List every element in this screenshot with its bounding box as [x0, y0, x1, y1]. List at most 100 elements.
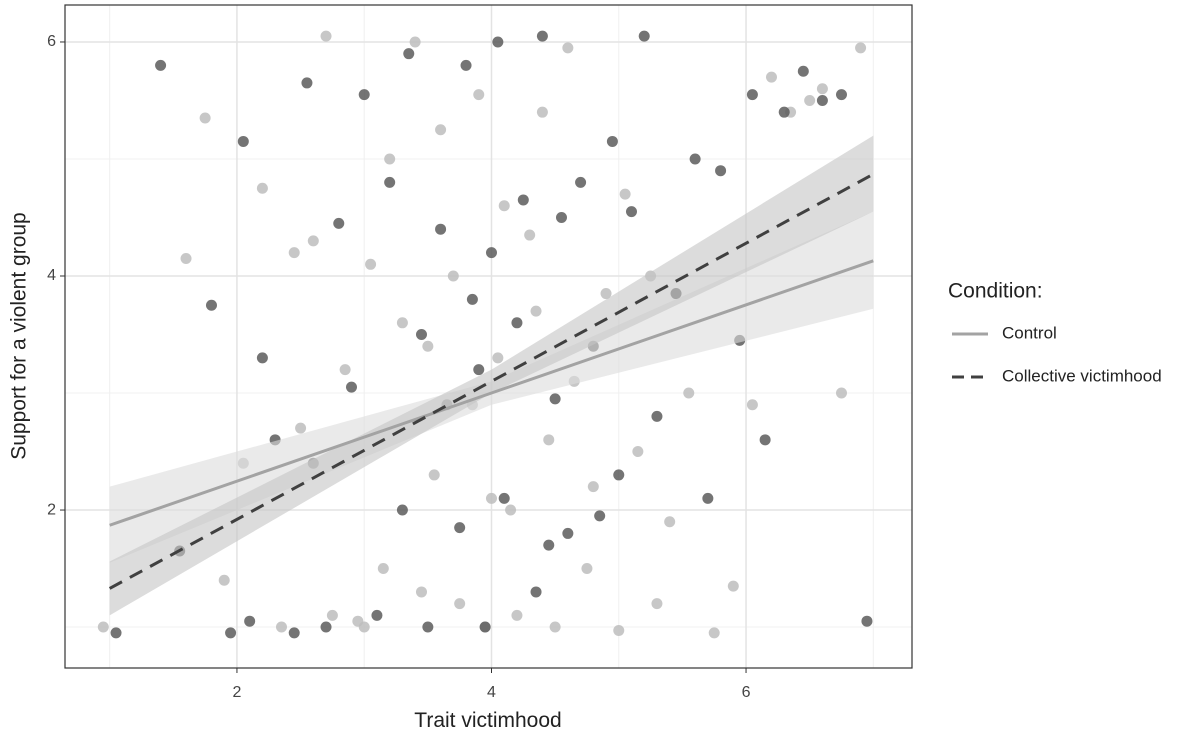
point: [536, 106, 548, 118]
point: [288, 627, 300, 639]
point: [492, 352, 504, 364]
point: [727, 580, 739, 592]
x-axis-title: Trait victimhood: [414, 709, 561, 732]
y-axis-title: Support for a violent group: [8, 212, 31, 460]
point: [861, 615, 873, 627]
point: [651, 410, 663, 422]
x-tick-label: 4: [487, 684, 496, 701]
point: [409, 36, 421, 48]
point: [396, 317, 408, 329]
point: [326, 609, 338, 621]
point: [371, 609, 383, 621]
point: [473, 89, 485, 101]
point: [702, 492, 714, 504]
point: [855, 42, 867, 54]
point: [543, 539, 555, 551]
point: [447, 270, 459, 282]
point: [594, 510, 606, 522]
point: [549, 393, 561, 405]
point: [511, 317, 523, 329]
point: [110, 627, 122, 639]
point: [301, 77, 313, 89]
point: [498, 200, 510, 212]
point: [365, 258, 377, 270]
point: [835, 387, 847, 399]
point: [530, 305, 542, 317]
point: [358, 621, 370, 633]
x-tick-label: 6: [742, 684, 751, 701]
point: [256, 352, 268, 364]
point: [199, 112, 211, 124]
legend-label: Collective victimhood: [1002, 366, 1162, 385]
point: [97, 621, 109, 633]
point: [244, 615, 256, 627]
point: [581, 563, 593, 575]
point: [613, 625, 625, 637]
y-tick-label: 2: [47, 501, 56, 518]
point: [619, 188, 631, 200]
legend-title: Condition:: [948, 280, 1043, 303]
point: [345, 381, 357, 393]
point: [435, 124, 447, 136]
point: [543, 434, 555, 446]
point: [536, 30, 548, 42]
point: [664, 516, 676, 528]
point: [715, 165, 727, 177]
point: [377, 563, 389, 575]
point: [600, 288, 612, 300]
point: [778, 106, 790, 118]
point: [435, 223, 447, 235]
x-tick-label: 2: [232, 684, 241, 701]
point: [358, 89, 370, 101]
point: [403, 48, 415, 60]
point: [524, 229, 536, 241]
point: [549, 621, 561, 633]
point: [288, 247, 300, 259]
point: [237, 135, 249, 147]
point: [225, 627, 237, 639]
point: [816, 94, 828, 106]
point: [708, 627, 720, 639]
point: [333, 217, 345, 229]
point: [485, 492, 497, 504]
point: [746, 89, 758, 101]
point: [530, 586, 542, 598]
point: [422, 340, 434, 352]
point: [155, 59, 167, 71]
point: [218, 574, 230, 586]
point: [638, 30, 650, 42]
point: [454, 522, 466, 534]
confidence-band: [109, 135, 874, 616]
point: [613, 469, 625, 481]
point: [396, 504, 408, 516]
point: [575, 176, 587, 188]
point: [511, 609, 523, 621]
point: [651, 598, 663, 610]
point: [180, 252, 192, 264]
point: [479, 621, 491, 633]
point: [759, 434, 771, 446]
point: [454, 598, 466, 610]
point: [797, 65, 809, 77]
point: [320, 30, 332, 42]
point: [816, 83, 828, 95]
legend-label: Control: [1002, 323, 1057, 342]
point: [765, 71, 777, 83]
y-tick-label: 4: [47, 267, 56, 284]
y-tick-label: 6: [47, 33, 56, 50]
point: [505, 504, 517, 516]
point: [562, 42, 574, 54]
point: [339, 364, 351, 376]
fit-line: [108, 172, 875, 590]
point: [428, 469, 440, 481]
point: [562, 527, 574, 539]
point: [384, 153, 396, 165]
point: [517, 194, 529, 206]
point: [473, 364, 485, 376]
point: [466, 293, 478, 305]
plot-border: [64, 4, 913, 669]
point: [485, 247, 497, 259]
point: [415, 329, 427, 341]
plot-layer: [65, 5, 912, 668]
